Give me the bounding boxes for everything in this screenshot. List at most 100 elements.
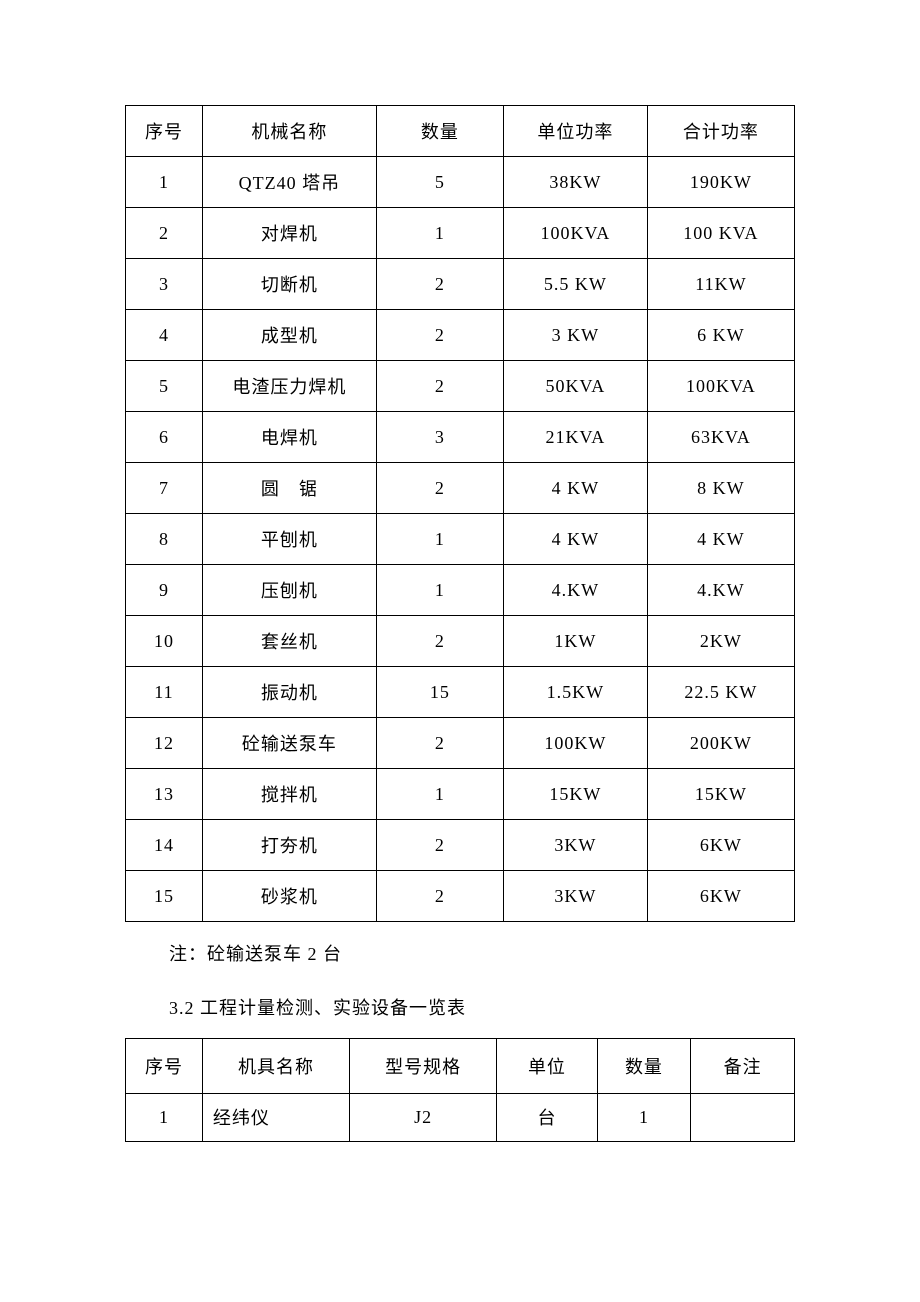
cell-total_power: 2KW bbox=[647, 616, 794, 667]
table-row: 4成型机23 KW6 KW bbox=[126, 310, 795, 361]
cell-qty: 2 bbox=[376, 871, 503, 922]
col-header-total-power: 合计功率 bbox=[647, 106, 794, 157]
cell-unit_power: 4.KW bbox=[503, 565, 647, 616]
col-header-qty: 数量 bbox=[597, 1038, 691, 1093]
cell-unit_power: 3KW bbox=[503, 820, 647, 871]
cell-qty: 2 bbox=[376, 820, 503, 871]
table-row: 14打夯机23KW6KW bbox=[126, 820, 795, 871]
col-header-name: 机械名称 bbox=[202, 106, 376, 157]
cell-qty: 15 bbox=[376, 667, 503, 718]
cell-total_power: 4.KW bbox=[647, 565, 794, 616]
cell-total_power: 190KW bbox=[647, 157, 794, 208]
cell-qty: 5 bbox=[376, 157, 503, 208]
cell-name: 电焊机 bbox=[202, 412, 376, 463]
cell-seq: 12 bbox=[126, 718, 203, 769]
cell-seq: 2 bbox=[126, 208, 203, 259]
section-title: 3.2 工程计量检测、实验设备一览表 bbox=[169, 994, 795, 1023]
cell-unit_power: 50KVA bbox=[503, 361, 647, 412]
cell-qty: 1 bbox=[597, 1093, 691, 1141]
cell-seq: 14 bbox=[126, 820, 203, 871]
cell-name: 压刨机 bbox=[202, 565, 376, 616]
table1-body: 1QTZ40 塔吊538KW190KW2对焊机1100KVA100 KVA3切断… bbox=[126, 157, 795, 922]
cell-unit_power: 21KVA bbox=[503, 412, 647, 463]
cell-unit_power: 4 KW bbox=[503, 514, 647, 565]
cell-name: 圆 锯 bbox=[202, 463, 376, 514]
col-header-qty: 数量 bbox=[376, 106, 503, 157]
col-header-unit: 单位 bbox=[497, 1038, 597, 1093]
measurement-equipment-table: 序号 机具名称 型号规格 单位 数量 备注 1经纬仪J2台1 bbox=[125, 1038, 795, 1142]
cell-seq: 7 bbox=[126, 463, 203, 514]
cell-qty: 2 bbox=[376, 361, 503, 412]
table-row: 12砼输送泵车2100KW200KW bbox=[126, 718, 795, 769]
cell-unit_power: 4 KW bbox=[503, 463, 647, 514]
table-row: 8平刨机14 KW4 KW bbox=[126, 514, 795, 565]
table-row: 15砂浆机23KW6KW bbox=[126, 871, 795, 922]
cell-qty: 2 bbox=[376, 463, 503, 514]
cell-seq: 1 bbox=[126, 1093, 203, 1141]
cell-name: QTZ40 塔吊 bbox=[202, 157, 376, 208]
table-row: 11振动机151.5KW22.5 KW bbox=[126, 667, 795, 718]
cell-qty: 2 bbox=[376, 718, 503, 769]
table-row: 7圆 锯24 KW8 KW bbox=[126, 463, 795, 514]
cell-total_power: 22.5 KW bbox=[647, 667, 794, 718]
table-header-row: 序号 机具名称 型号规格 单位 数量 备注 bbox=[126, 1038, 795, 1093]
cell-name: 砼输送泵车 bbox=[202, 718, 376, 769]
table-row: 10套丝机21KW2KW bbox=[126, 616, 795, 667]
cell-total_power: 6 KW bbox=[647, 310, 794, 361]
cell-name: 经纬仪 bbox=[202, 1093, 349, 1141]
cell-seq: 3 bbox=[126, 259, 203, 310]
table-row: 2对焊机1100KVA100 KVA bbox=[126, 208, 795, 259]
cell-qty: 2 bbox=[376, 310, 503, 361]
table-header-row: 序号 机械名称 数量 单位功率 合计功率 bbox=[126, 106, 795, 157]
col-header-name: 机具名称 bbox=[202, 1038, 349, 1093]
cell-name: 搅拌机 bbox=[202, 769, 376, 820]
cell-total_power: 6KW bbox=[647, 820, 794, 871]
cell-seq: 11 bbox=[126, 667, 203, 718]
cell-unit_power: 15KW bbox=[503, 769, 647, 820]
cell-name: 对焊机 bbox=[202, 208, 376, 259]
cell-total_power: 6KW bbox=[647, 871, 794, 922]
cell-total_power: 200KW bbox=[647, 718, 794, 769]
cell-total_power: 100 KVA bbox=[647, 208, 794, 259]
cell-unit_power: 38KW bbox=[503, 157, 647, 208]
table-row: 3切断机25.5 KW11KW bbox=[126, 259, 795, 310]
cell-unit_power: 100KW bbox=[503, 718, 647, 769]
col-header-seq: 序号 bbox=[126, 1038, 203, 1093]
cell-unit_power: 1.5KW bbox=[503, 667, 647, 718]
cell-seq: 15 bbox=[126, 871, 203, 922]
col-header-remark: 备注 bbox=[691, 1038, 795, 1093]
cell-unit_power: 5.5 KW bbox=[503, 259, 647, 310]
cell-unit: 台 bbox=[497, 1093, 597, 1141]
footnote: 注：砼输送泵车 2 台 bbox=[169, 940, 795, 969]
cell-seq: 5 bbox=[126, 361, 203, 412]
cell-total_power: 15KW bbox=[647, 769, 794, 820]
cell-total_power: 4 KW bbox=[647, 514, 794, 565]
cell-name: 成型机 bbox=[202, 310, 376, 361]
cell-name: 砂浆机 bbox=[202, 871, 376, 922]
table2-body: 1经纬仪J2台1 bbox=[126, 1093, 795, 1141]
cell-name: 平刨机 bbox=[202, 514, 376, 565]
cell-total_power: 63KVA bbox=[647, 412, 794, 463]
cell-seq: 1 bbox=[126, 157, 203, 208]
table-row: 13搅拌机115KW15KW bbox=[126, 769, 795, 820]
cell-qty: 2 bbox=[376, 616, 503, 667]
table-row: 5电渣压力焊机250KVA100KVA bbox=[126, 361, 795, 412]
cell-seq: 13 bbox=[126, 769, 203, 820]
cell-seq: 8 bbox=[126, 514, 203, 565]
cell-total_power: 100KVA bbox=[647, 361, 794, 412]
cell-qty: 3 bbox=[376, 412, 503, 463]
table-row: 1QTZ40 塔吊538KW190KW bbox=[126, 157, 795, 208]
cell-qty: 1 bbox=[376, 565, 503, 616]
cell-name: 打夯机 bbox=[202, 820, 376, 871]
cell-qty: 1 bbox=[376, 208, 503, 259]
cell-qty: 2 bbox=[376, 259, 503, 310]
cell-model: J2 bbox=[350, 1093, 497, 1141]
cell-unit_power: 100KVA bbox=[503, 208, 647, 259]
cell-unit_power: 1KW bbox=[503, 616, 647, 667]
cell-seq: 6 bbox=[126, 412, 203, 463]
cell-name: 电渣压力焊机 bbox=[202, 361, 376, 412]
cell-name: 切断机 bbox=[202, 259, 376, 310]
col-header-model: 型号规格 bbox=[350, 1038, 497, 1093]
cell-qty: 1 bbox=[376, 769, 503, 820]
cell-remark bbox=[691, 1093, 795, 1141]
